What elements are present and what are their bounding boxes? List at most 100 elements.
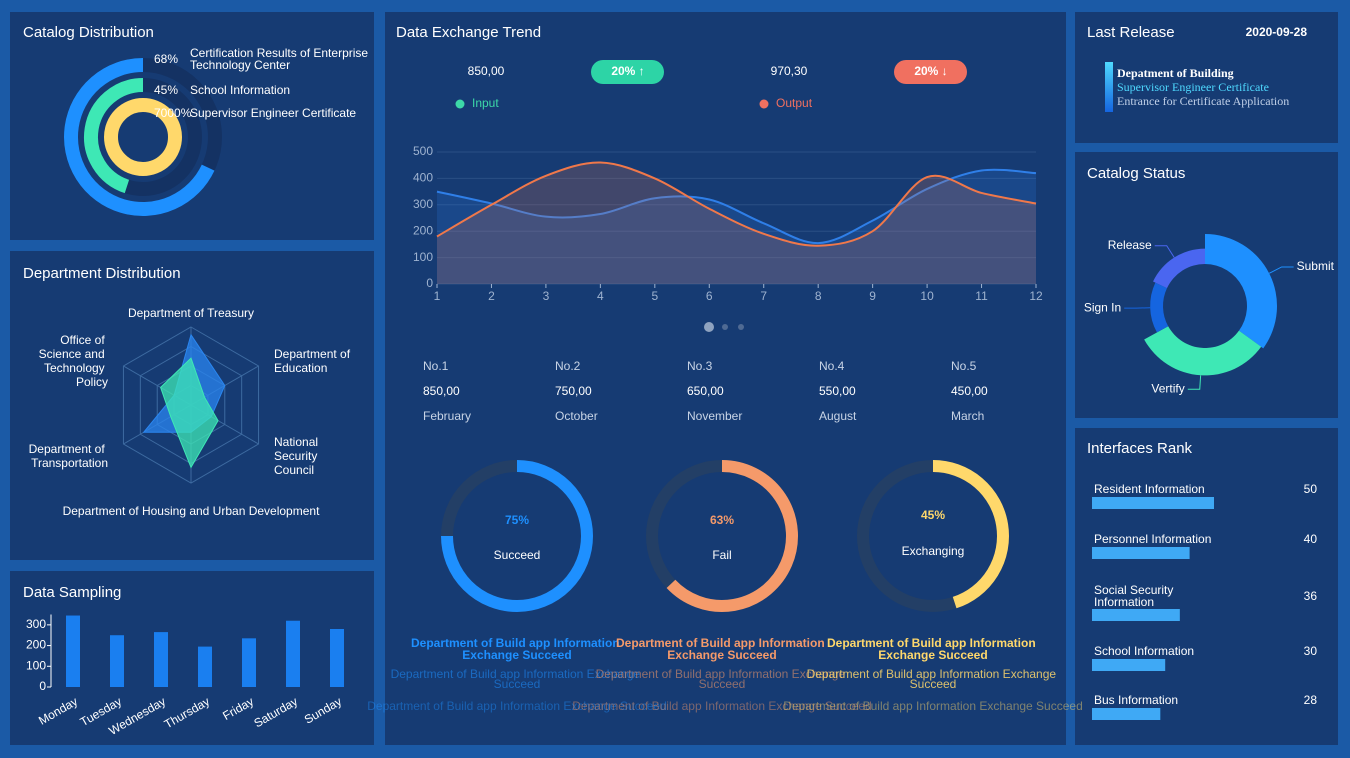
- x-tick-label: 12: [1029, 289, 1043, 303]
- bar-label: Personnel Information: [1094, 532, 1211, 546]
- x-tick-label: 5: [651, 289, 658, 303]
- donut-sector: [1153, 248, 1205, 289]
- rank-number: No.2: [555, 359, 581, 373]
- bar: [154, 632, 168, 687]
- x-tick-label: 9: [869, 289, 876, 303]
- donut-label: Submit: [1297, 259, 1335, 273]
- badge-text: 20% ↓: [914, 64, 947, 78]
- gauge-label: Fail: [712, 548, 731, 562]
- rank-month: August: [819, 409, 857, 423]
- x-tick-label: 10: [920, 289, 934, 303]
- x-tick-label: 4: [597, 289, 604, 303]
- rank-value: 550,00: [819, 384, 856, 398]
- ring-value: 68%: [154, 52, 178, 66]
- ring-value: 7000%: [154, 106, 192, 120]
- panel-title: Data Exchange Trend: [396, 24, 541, 41]
- badge: [591, 60, 664, 84]
- ring-bar: [64, 58, 215, 216]
- rank-number: No.3: [687, 359, 713, 373]
- radar-label: Department of Education: [274, 347, 353, 375]
- release-entrance: Entrance for Certificate Application: [1117, 94, 1289, 108]
- panel-title: Data Sampling: [23, 584, 121, 601]
- y-tick-label: 0: [39, 679, 46, 693]
- radar-label: Department of Transportation: [29, 442, 108, 470]
- caption: Department of Build app Information Exch…: [367, 699, 667, 713]
- x-tick-label: 8: [815, 289, 822, 303]
- x-tick-label: 1: [434, 289, 441, 303]
- line: [436, 168, 1037, 245]
- ring-label: School Information: [190, 83, 290, 97]
- rank-value: 850,00: [423, 384, 460, 398]
- panel-title: Last Release: [1087, 24, 1175, 41]
- radar-label: Department of Treasury: [128, 306, 254, 320]
- leader-line: [1187, 375, 1202, 390]
- radar-label: National Security Council: [274, 435, 321, 477]
- bar-value: 36: [1304, 589, 1318, 603]
- radar-label: Office of Science and Technology Policy: [39, 333, 108, 389]
- bar: [66, 615, 80, 687]
- ring-label: Certification Results of Enterprise Tech…: [190, 46, 371, 72]
- release-department: Depatment of Building: [1117, 66, 1234, 80]
- bar-label: Social Security Information: [1094, 583, 1177, 609]
- rank-value: 650,00: [687, 384, 724, 398]
- y-tick-label: 0: [426, 276, 433, 290]
- bar: [330, 629, 344, 687]
- x-tick-label: 2: [488, 289, 495, 303]
- caption: Department of Build app Information Exch…: [391, 667, 644, 691]
- y-tick-label: 200: [413, 223, 433, 237]
- y-tick-label: 300: [413, 197, 433, 211]
- rank-month: October: [555, 409, 598, 423]
- panel-title: Department Distribution: [23, 265, 181, 282]
- gauge-value: 75%: [505, 513, 529, 527]
- bar-label: Bus Information: [1094, 693, 1178, 707]
- panel-title: Catalog Distribution: [23, 24, 154, 41]
- bar-value: 28: [1304, 693, 1318, 707]
- gauge-label: Succeed: [494, 548, 541, 562]
- summary-value: 970,30: [771, 64, 808, 78]
- donut-label: Release: [1108, 238, 1152, 252]
- panels: [10, 12, 1338, 745]
- line-area: [437, 169, 1036, 284]
- caption: Department of Build app Information Exch…: [411, 636, 623, 662]
- caption: Department of Build app Information Exch…: [783, 699, 1083, 713]
- gauge-value: 63%: [710, 513, 734, 527]
- summary-value: 850,00: [468, 64, 505, 78]
- legend-dot: [759, 99, 769, 109]
- x-tick-label: 7: [760, 289, 767, 303]
- rank-month: February: [423, 409, 471, 423]
- caption: Department of Build app Information Exch…: [616, 636, 828, 662]
- donut-label: Vertify: [1151, 381, 1184, 395]
- bar: [198, 646, 212, 687]
- panel: [1075, 12, 1338, 143]
- page-dot[interactable]: [738, 324, 744, 330]
- page-dot[interactable]: [704, 322, 714, 332]
- ring-value: 45%: [154, 83, 178, 97]
- hbar: [1092, 609, 1180, 621]
- rank-number: No.4: [819, 359, 845, 373]
- legend-dot: [455, 99, 465, 109]
- radar-label: Department of Housing and Urban Developm…: [63, 504, 320, 518]
- bar-label: School Information: [1094, 644, 1194, 658]
- x-tick-label: 6: [706, 289, 713, 303]
- page-dot[interactable]: [722, 324, 728, 330]
- rank-month: March: [951, 409, 984, 423]
- bar-value: 40: [1304, 532, 1318, 546]
- donut-sector: [1205, 234, 1278, 349]
- accent-bar: [1105, 62, 1113, 112]
- bar: [110, 635, 124, 687]
- radar-area: [160, 357, 219, 469]
- bar-value: 30: [1304, 644, 1318, 658]
- rank-number: No.1: [423, 359, 449, 373]
- hbar: [1092, 497, 1214, 509]
- bar-value: 50: [1304, 482, 1318, 496]
- y-tick-label: 100: [413, 250, 433, 264]
- legend-label: Input: [472, 96, 499, 110]
- y-tick-label: 100: [26, 658, 46, 672]
- panel-title: Interfaces Rank: [1087, 440, 1193, 457]
- y-tick-label: 400: [413, 171, 433, 185]
- panel-title: Catalog Status: [1087, 165, 1185, 182]
- leader-line: [1154, 245, 1175, 258]
- badge-text: 20% ↑: [611, 64, 644, 78]
- caption: Department of Build app Information Exch…: [596, 667, 849, 691]
